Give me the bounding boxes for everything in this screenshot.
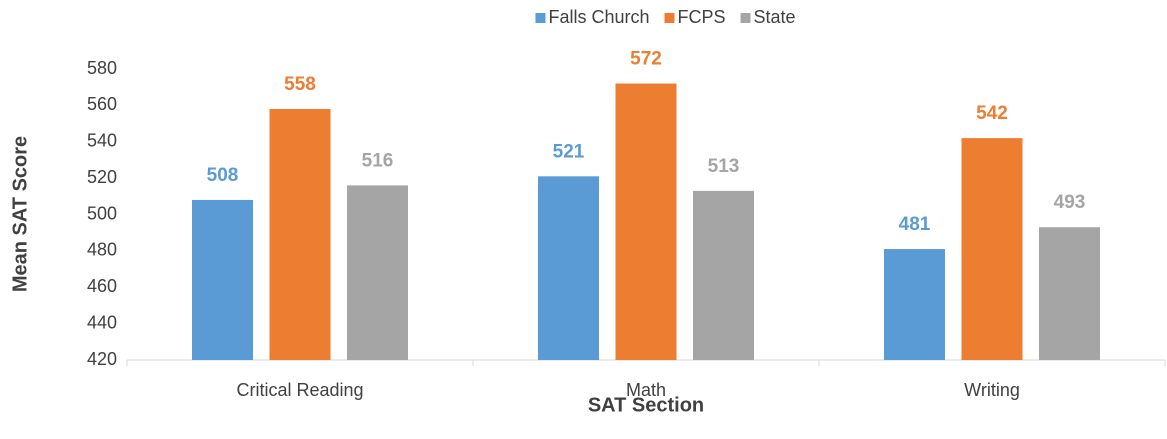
x-tick-label: Critical Reading (236, 380, 363, 400)
bar (884, 249, 945, 360)
value-label: 481 (899, 214, 931, 235)
y-tick-label: 540 (87, 131, 117, 151)
bar (538, 176, 599, 360)
y-tick-label: 580 (87, 58, 117, 78)
y-axis-title: Mean SAT Score (9, 136, 31, 292)
y-tick-label: 460 (87, 276, 117, 296)
value-label: 493 (1054, 192, 1086, 213)
bar (1039, 227, 1100, 360)
value-label: 542 (976, 103, 1008, 124)
y-tick-label: 440 (87, 312, 117, 332)
bar (269, 109, 331, 360)
y-tick-label: 420 (87, 349, 117, 369)
value-label: 513 (708, 156, 740, 177)
value-label: 572 (630, 49, 662, 70)
legend-label: State (754, 7, 796, 27)
value-label: 558 (284, 74, 316, 95)
bar (693, 190, 754, 360)
x-tick-label: Math (626, 380, 666, 400)
legend-swatch (664, 13, 675, 23)
bar (347, 185, 408, 360)
bar (192, 199, 253, 360)
value-label: 521 (553, 141, 585, 162)
x-tick-label: Writing (964, 380, 1020, 400)
y-tick-label: 500 (87, 203, 117, 223)
bar (615, 83, 677, 361)
y-tick-label: 560 (87, 94, 117, 114)
value-label: 516 (362, 150, 394, 171)
x-axis-title: SAT Section (588, 394, 704, 416)
legend-label: Falls Church (548, 7, 649, 27)
legend-swatch (740, 13, 751, 23)
y-tick-label: 480 (87, 240, 117, 260)
bar (961, 138, 1023, 360)
legend-label: FCPS (677, 7, 725, 27)
legend-swatch (535, 13, 546, 23)
value-label: 508 (207, 165, 239, 186)
y-tick-label: 520 (87, 167, 117, 187)
